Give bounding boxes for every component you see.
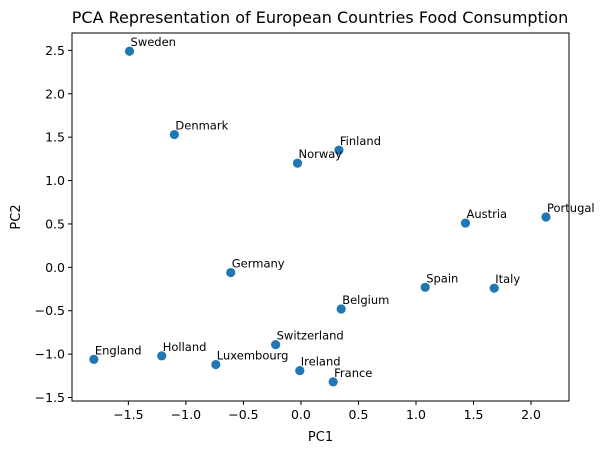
- x-axis-ticks: −1.5 −1.0 −0.5 0.0 0.5 1.0 1.5 2.0: [113, 401, 541, 422]
- data-point-label: Portugal: [547, 201, 595, 215]
- data-point: [226, 267, 236, 278]
- y-tick-label: −1.5: [35, 390, 65, 405]
- x-tick-label: −0.5: [228, 407, 258, 422]
- data-point-label: England: [95, 343, 142, 357]
- data-point: [460, 218, 471, 228]
- data-point-label: Switzerland: [277, 329, 344, 343]
- data-point: [328, 377, 338, 387]
- y-tick-label: 0.0: [45, 260, 65, 275]
- y-axis-label: PC2: [9, 204, 24, 229]
- data-point: [334, 145, 344, 155]
- chart-title: PCA Representation of European Countries…: [72, 8, 568, 27]
- data-point: [489, 283, 499, 293]
- plot-frame: [71, 32, 570, 402]
- data-point-label: Ireland: [301, 355, 341, 369]
- x-tick-label: −1.5: [113, 407, 143, 422]
- data-point: [541, 212, 551, 222]
- data-point-label: Germany: [232, 257, 285, 271]
- data-point-label: Luxembourg: [217, 349, 289, 363]
- y-tick-label: −0.5: [35, 303, 65, 318]
- data-point-label: Holland: [163, 340, 207, 354]
- data-point-label: Sweden: [131, 35, 176, 49]
- x-tick-label: 2.0: [521, 407, 541, 422]
- data-point: [295, 366, 305, 376]
- data-point: [211, 359, 221, 370]
- data-point-label: Italy: [495, 272, 520, 286]
- data-point-label: Norway: [298, 147, 342, 161]
- data-point-label: France: [334, 366, 372, 380]
- y-tick-label: −1.0: [35, 347, 65, 362]
- y-tick-label: 1.0: [45, 173, 65, 188]
- x-tick-label: 0.5: [349, 407, 369, 422]
- data-point-label: Denmark: [175, 119, 228, 133]
- data-point: [420, 282, 430, 292]
- y-axis-ticks: −1.5 −1.0 −0.5 0.0 0.5 1.0 1.5 2.0 2.5: [35, 43, 72, 405]
- x-tick-label: −1.0: [171, 407, 201, 422]
- data-point: [89, 354, 99, 364]
- data-point-label: Belgium: [342, 293, 389, 307]
- data-point: [124, 46, 135, 56]
- data-point: [292, 158, 303, 168]
- y-tick-label: 2.5: [45, 43, 65, 58]
- data-point: [169, 129, 179, 140]
- x-axis-label: PC1: [308, 430, 333, 445]
- x-tick-label: 1.0: [406, 407, 426, 422]
- data-point-label: Finland: [340, 134, 381, 148]
- y-tick-label: 2.0: [45, 86, 65, 101]
- data-point-label: Spain: [426, 271, 458, 285]
- x-tick-label: 0.0: [291, 407, 311, 422]
- data-point: [157, 351, 167, 361]
- y-tick-label: 1.5: [45, 130, 65, 145]
- data-point: [336, 304, 346, 314]
- data-point: [271, 339, 281, 350]
- y-tick-label: 0.5: [45, 216, 65, 231]
- data-point-label: Austria: [466, 207, 507, 221]
- x-tick-label: 1.5: [464, 407, 484, 422]
